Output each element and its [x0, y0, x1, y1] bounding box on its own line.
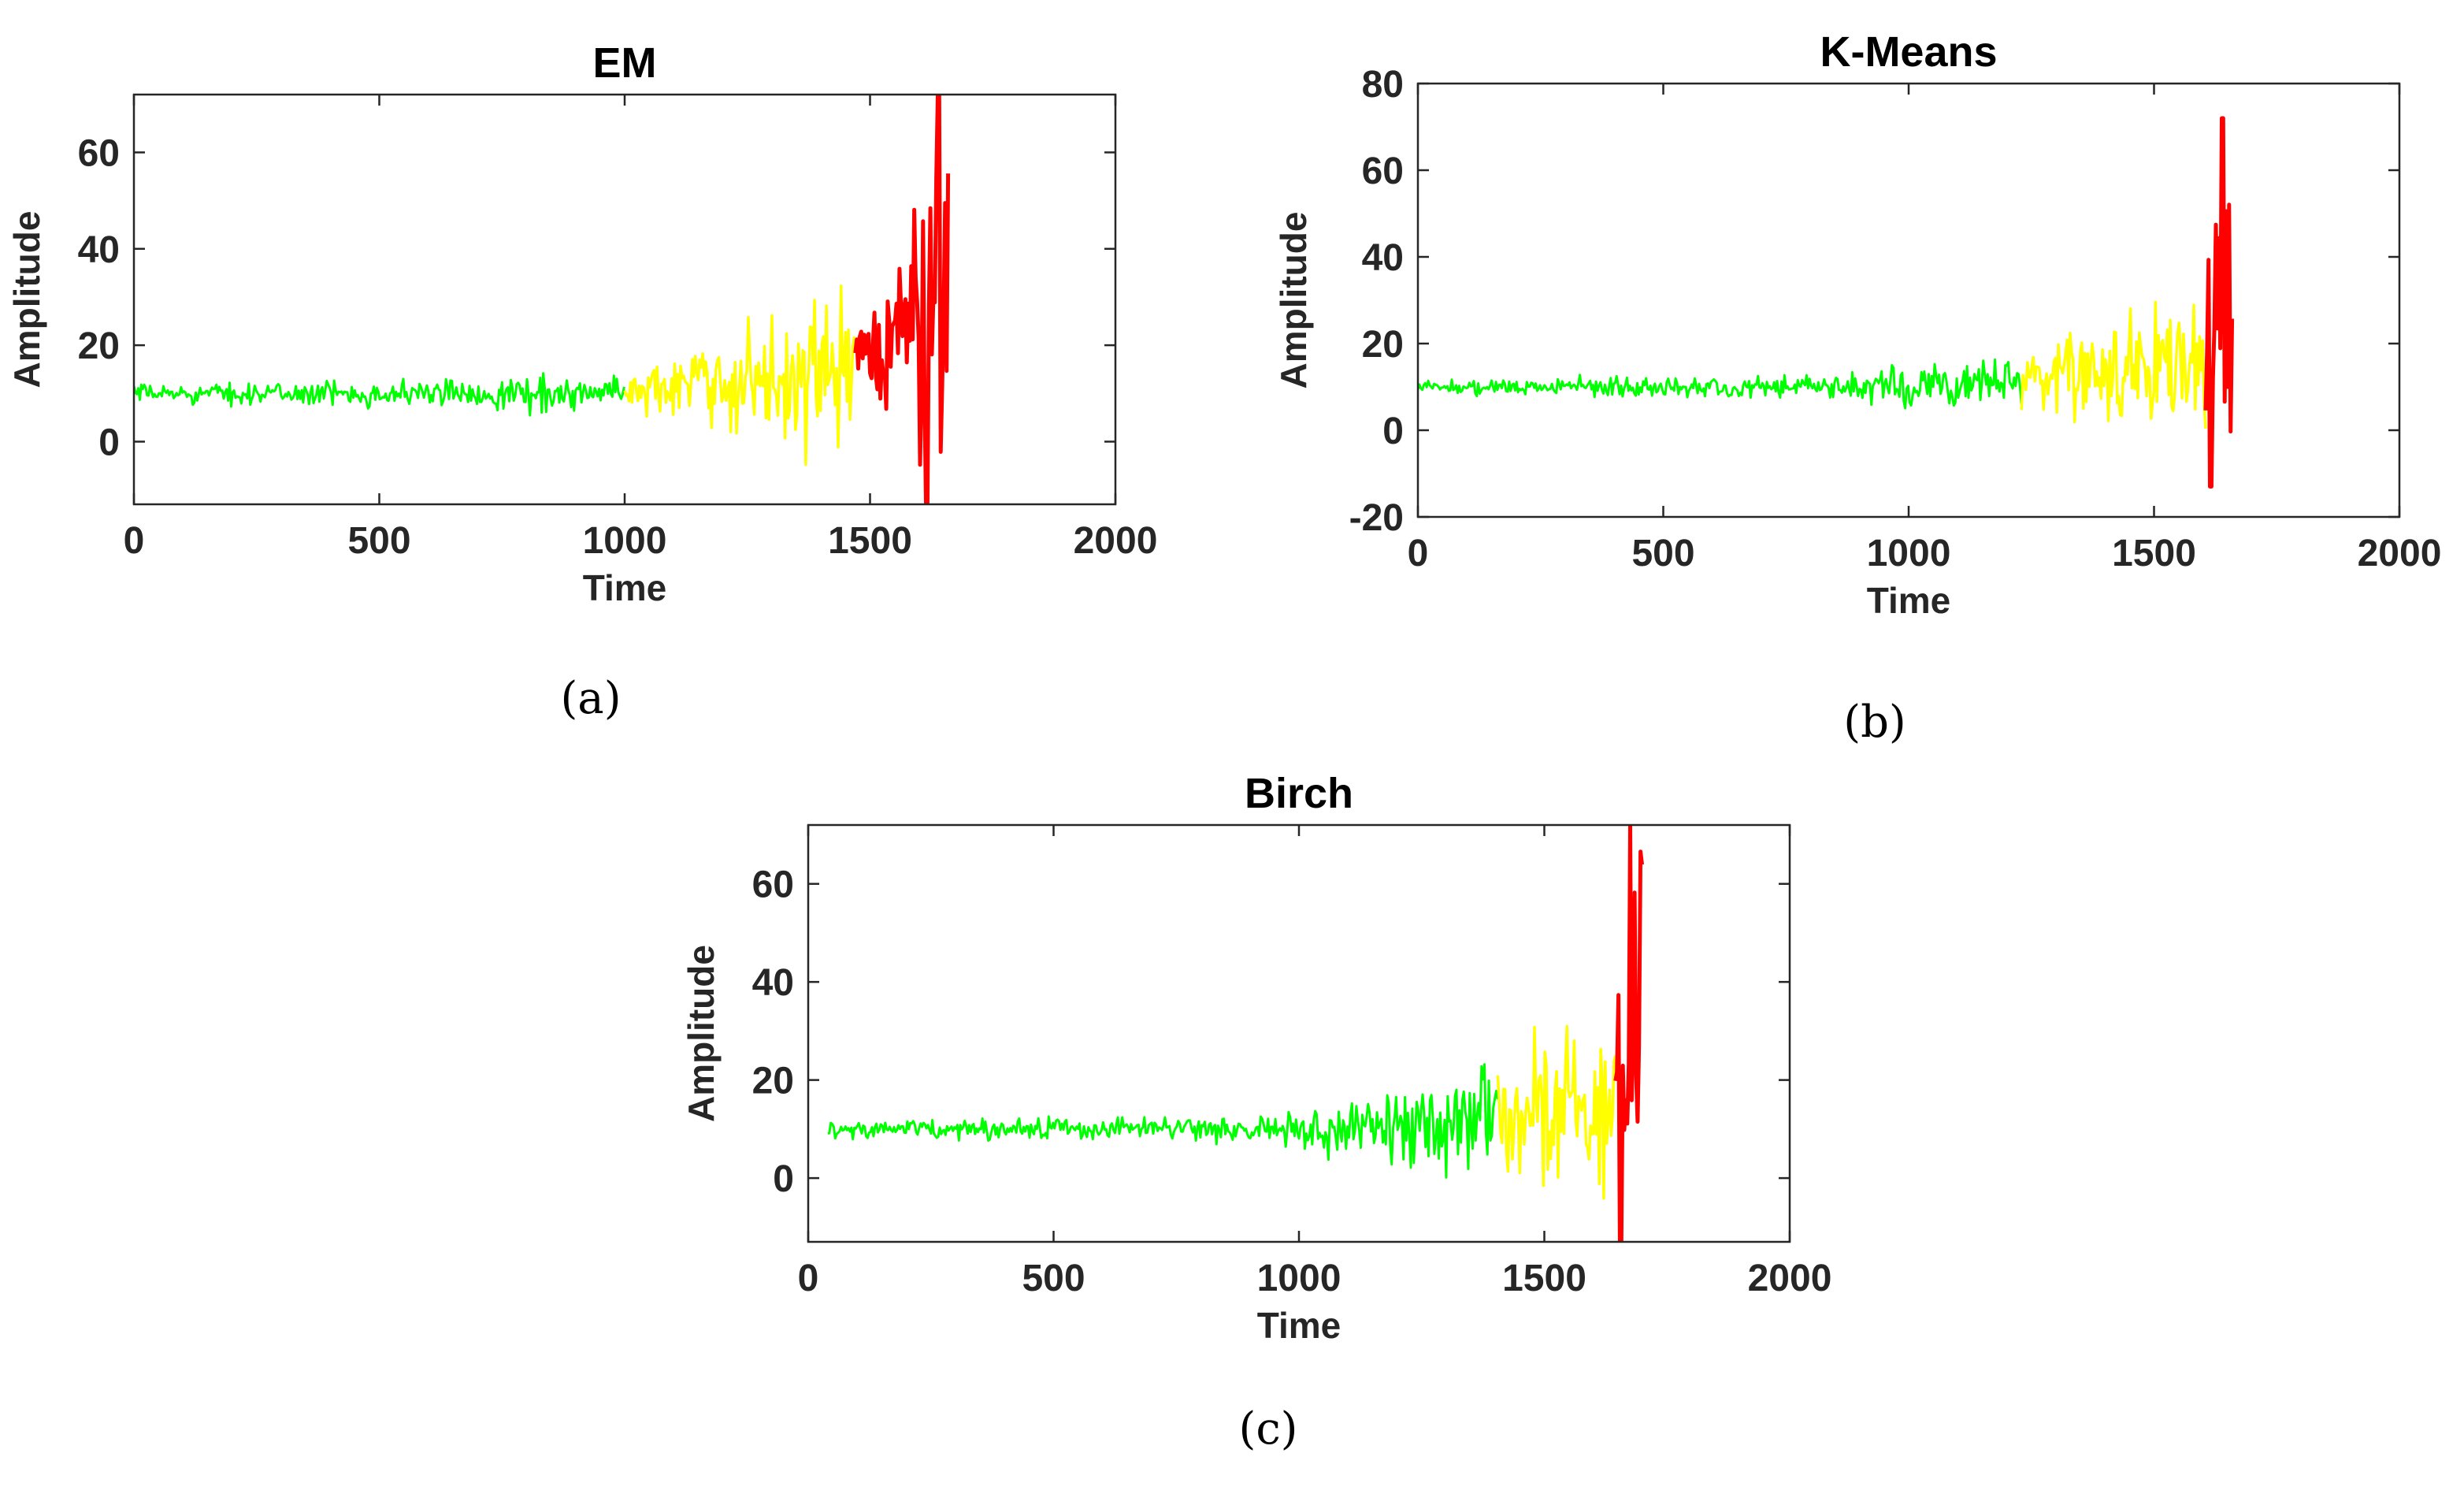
y-tick-label: 40: [752, 962, 794, 1004]
x-tick-label: 500: [1022, 1258, 1085, 1299]
series-1-line: [827, 1063, 1499, 1179]
x-tick-label: 2000: [1074, 520, 1158, 562]
axes-frame: [807, 823, 1791, 1243]
x-tick-label: 0: [1408, 533, 1429, 574]
x-tick-label: 1000: [1867, 533, 1951, 574]
x-axis-label: Time: [583, 567, 667, 608]
chart-title: K-Means: [1820, 28, 1997, 76]
x-tick-label: 2000: [1748, 1258, 1832, 1299]
series-2-line: [623, 284, 856, 466]
plot-area: [134, 95, 951, 504]
x-tick-label: 1500: [828, 520, 912, 562]
y-axis-label: Amplitude: [1273, 212, 1314, 389]
axes-frame: [132, 93, 1117, 506]
x-tick-label: 2000: [2358, 533, 2442, 574]
y-axis-label: Amplitude: [681, 945, 722, 1122]
x-tick-label: 1500: [2112, 533, 2196, 574]
x-axis-label: Time: [1257, 1305, 1341, 1346]
panel-caption: (b): [1843, 697, 1906, 748]
y-tick-label: 0: [773, 1158, 794, 1200]
chart-panel-3: 0 500 1000 1500 2000 0 20 40 60 Birch Time Amplitud…: [681, 770, 1831, 1455]
y-tick-label: 0: [98, 422, 120, 463]
plot-area: [1418, 116, 2235, 489]
y-tick-label: 80: [1362, 64, 1404, 106]
y-tick-label: 40: [1362, 237, 1404, 279]
x-tick-label: 500: [1631, 533, 1694, 574]
series-1-line: [1418, 358, 2023, 410]
x-tick-label: 1000: [1257, 1258, 1341, 1299]
chart-panel-2: 0 500 1000 1500 2000-20020406080K-MeansTimeA…: [1273, 28, 2441, 748]
x-tick-label: 500: [347, 520, 410, 562]
chart-title: EM: [593, 39, 657, 87]
series-3-line: [2203, 116, 2235, 489]
chart-title: Birch: [1245, 770, 1353, 817]
series-2-line: [1496, 1024, 1617, 1200]
y-tick-label: 20: [78, 325, 120, 367]
x-tick-label: 0: [798, 1258, 819, 1299]
series-3-line: [853, 95, 951, 504]
y-tick-label: 20: [1362, 324, 1404, 366]
x-axis-label: Time: [1867, 580, 1951, 621]
series-2-line: [2020, 300, 2207, 429]
panel-caption: (a): [560, 673, 621, 724]
x-tick-label: 1000: [583, 520, 667, 562]
y-axis-label: Amplitude: [6, 211, 47, 388]
chart-panel-1: 0 500 1000 1500 2000 0 20 40 60 EM Time Amplitude (a…: [6, 39, 1157, 724]
x-tick-label: 1500: [1502, 1258, 1586, 1299]
series-3-line: [1613, 825, 1644, 1242]
y-tick-label: 60: [1362, 151, 1404, 192]
plot-area: [827, 825, 1644, 1242]
y-tick-label: 60: [752, 864, 794, 906]
axes-frame: [1416, 82, 2401, 518]
y-tick-label: 20: [752, 1061, 794, 1102]
x-tick-label: 0: [124, 520, 145, 562]
y-tick-label: 60: [78, 132, 120, 174]
panel-caption: (c): [1238, 1403, 1297, 1455]
y-tick-label: 40: [78, 229, 120, 271]
y-tick-label: -20: [1349, 497, 1404, 539]
y-tick-label: 0: [1382, 411, 1404, 452]
series-1-line: [134, 372, 625, 417]
